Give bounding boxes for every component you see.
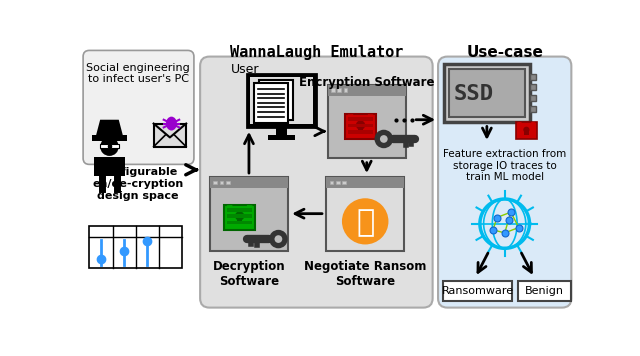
Bar xyxy=(529,74,536,80)
Text: ₿: ₿ xyxy=(356,208,374,237)
Bar xyxy=(259,80,293,120)
Bar xyxy=(336,180,340,184)
Bar xyxy=(254,83,289,123)
Bar xyxy=(250,77,313,124)
Bar xyxy=(328,85,406,158)
Bar xyxy=(246,74,316,127)
Bar xyxy=(92,135,127,141)
Bar xyxy=(210,178,288,251)
Text: Ransomware: Ransomware xyxy=(442,287,514,297)
Bar xyxy=(326,178,404,188)
Text: Configurable
en/de-cryption
design space: Configurable en/de-cryption design space xyxy=(93,167,184,201)
FancyBboxPatch shape xyxy=(438,57,572,308)
Bar xyxy=(348,130,373,134)
Circle shape xyxy=(380,135,388,143)
Circle shape xyxy=(100,137,119,156)
Text: Negotiate Ransom
Software: Negotiate Ransom Software xyxy=(304,260,426,288)
Bar xyxy=(342,180,346,184)
FancyBboxPatch shape xyxy=(200,57,433,308)
Bar xyxy=(237,218,242,224)
Bar xyxy=(268,135,294,140)
Circle shape xyxy=(275,235,282,243)
Ellipse shape xyxy=(166,117,177,131)
Bar xyxy=(210,178,288,188)
Circle shape xyxy=(374,130,393,148)
Text: Feature extraction from
storage IO traces to
train ML model: Feature extraction from storage IO trace… xyxy=(443,149,566,182)
Bar xyxy=(213,180,217,184)
FancyBboxPatch shape xyxy=(83,51,194,164)
Polygon shape xyxy=(95,120,124,137)
Bar xyxy=(344,88,348,92)
Bar xyxy=(358,127,363,134)
Text: Decryption
Software: Decryption Software xyxy=(212,260,285,288)
Bar xyxy=(443,282,513,302)
Bar xyxy=(529,106,536,112)
Circle shape xyxy=(342,198,388,245)
Text: Encryption Software: Encryption Software xyxy=(299,76,435,89)
Bar xyxy=(449,69,525,117)
Bar xyxy=(227,214,252,218)
Bar xyxy=(226,180,230,184)
Bar xyxy=(529,95,536,101)
Bar xyxy=(94,157,125,176)
Bar xyxy=(224,205,255,230)
Bar xyxy=(337,88,341,92)
Circle shape xyxy=(235,211,244,221)
Bar xyxy=(111,145,119,148)
Bar xyxy=(348,117,373,121)
Bar xyxy=(227,208,252,212)
Text: WannaLaugh Emulator: WannaLaugh Emulator xyxy=(230,45,403,60)
Bar xyxy=(331,88,335,92)
Bar xyxy=(518,282,571,302)
Circle shape xyxy=(524,127,529,133)
Bar xyxy=(90,226,182,268)
Bar xyxy=(227,221,252,224)
Text: SSD: SSD xyxy=(454,84,494,104)
Bar xyxy=(516,122,537,139)
Bar xyxy=(348,124,373,127)
Bar xyxy=(326,178,404,251)
Bar xyxy=(345,114,376,139)
Bar xyxy=(220,180,223,184)
Text: Social engineering
to infect user's PC: Social engineering to infect user's PC xyxy=(86,63,190,84)
Bar xyxy=(154,124,186,147)
Bar xyxy=(276,127,287,135)
Circle shape xyxy=(356,120,365,130)
Bar xyxy=(330,180,333,184)
Bar xyxy=(100,145,108,148)
Bar xyxy=(444,64,529,122)
Circle shape xyxy=(269,230,288,248)
Text: Use-case: Use-case xyxy=(467,45,543,60)
Bar xyxy=(529,84,536,90)
Bar xyxy=(524,131,529,135)
Bar xyxy=(328,85,406,96)
Text: User: User xyxy=(231,63,259,76)
Text: Benign: Benign xyxy=(525,287,564,297)
